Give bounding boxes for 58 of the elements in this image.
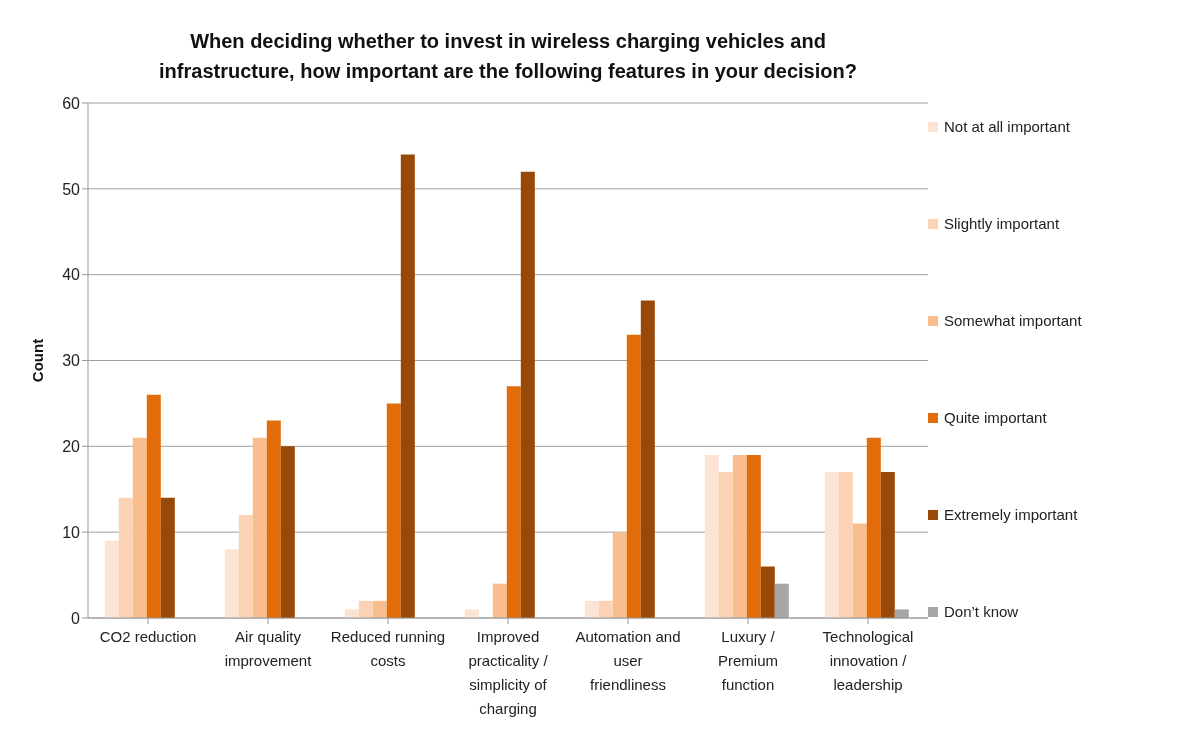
bar	[880, 472, 895, 618]
x-tick-label: Automation and user friendliness	[575, 628, 681, 693]
bar	[132, 437, 147, 618]
bar	[824, 472, 839, 618]
bar	[852, 523, 867, 618]
x-tick-label: Air quality improvement	[224, 628, 313, 669]
y-tick-label: 30	[62, 352, 81, 370]
legend-label: Slightly important	[944, 215, 1060, 232]
x-tick-label: Reduced running costs	[330, 628, 446, 669]
bar	[464, 609, 479, 618]
bar	[774, 583, 789, 618]
bar	[344, 609, 359, 618]
bar	[400, 154, 415, 618]
bar	[718, 472, 733, 618]
bar	[520, 171, 535, 618]
bar	[386, 403, 401, 618]
bar	[506, 386, 521, 618]
bar	[866, 437, 881, 618]
y-axis-title: Count	[29, 338, 47, 383]
y-tick-label: 40	[62, 266, 81, 284]
bar	[492, 583, 507, 618]
bar	[238, 515, 253, 618]
legend-label: Somewhat important	[944, 312, 1082, 329]
bar	[280, 446, 295, 618]
bar	[104, 540, 119, 618]
bar	[760, 566, 775, 618]
bar	[894, 609, 909, 618]
bar	[252, 437, 267, 618]
chart-title: When deciding whether to invest in wireless charging vehicles and infrastructure, how important are the following features in your decision?	[158, 29, 858, 84]
bar	[358, 600, 373, 618]
bar	[266, 420, 281, 618]
bar	[746, 454, 761, 618]
x-tick-label: Technological innovation / leadership	[822, 628, 914, 693]
bar	[598, 600, 613, 618]
y-tick-label: 60	[62, 94, 81, 112]
bar	[160, 497, 175, 618]
y-tick-label: 20	[62, 438, 81, 456]
bar	[224, 549, 239, 618]
bar	[732, 454, 747, 618]
bar	[584, 600, 599, 618]
bar	[640, 300, 655, 618]
legend-label: Don’t know	[944, 603, 1019, 620]
y-tick-label: 50	[62, 180, 81, 198]
x-tick-label: CO2 reduction	[99, 628, 197, 645]
bar	[118, 497, 133, 618]
legend-label: Not at all important	[944, 118, 1070, 135]
bar	[146, 394, 161, 618]
y-tick-label: 0	[71, 609, 81, 627]
bar	[838, 472, 853, 618]
y-tick-label: 10	[62, 523, 81, 541]
x-tick-label: Improved practicality / simplicity of charging	[468, 628, 549, 717]
bar	[704, 454, 719, 618]
bar	[372, 600, 387, 618]
legend-label: Quite important	[944, 409, 1047, 426]
legend-label: Extremely important	[944, 506, 1078, 523]
bar	[626, 334, 641, 618]
x-tick-label: Luxury / Premium function	[717, 628, 779, 693]
bar	[612, 532, 627, 618]
